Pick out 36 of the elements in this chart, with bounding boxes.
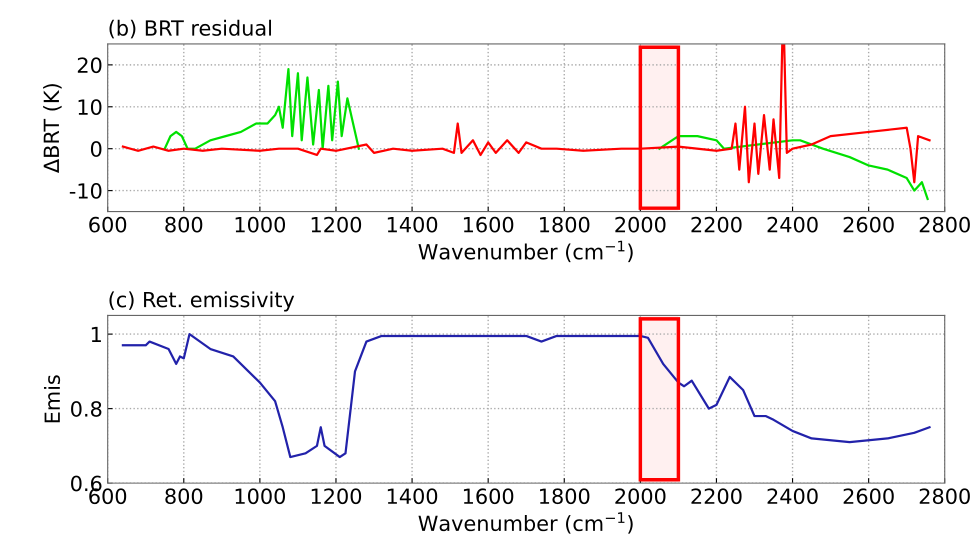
x-tick-label: 1200 — [312, 216, 362, 233]
x-tick-label: 600 — [89, 216, 126, 233]
y-axis-title: ΔBRT (K) — [43, 84, 62, 173]
line-series — [122, 333, 931, 458]
y-tick-label: 0 — [90, 141, 102, 157]
x-tick-label: 2000 — [615, 488, 666, 504]
x-tick-label: 1800 — [540, 216, 590, 233]
x-tick-label: 2000 — [615, 216, 666, 233]
y-tick-label: 0.8 — [71, 401, 102, 417]
x-tick-label: 1600 — [464, 488, 514, 504]
x-tick-label: 2600 — [844, 488, 894, 504]
chart-title: (b) BRT residual — [109, 20, 271, 38]
x-axis-title: Wavenumber (cm$^{−1}$) — [418, 240, 633, 262]
x-tick-label: 2800 — [920, 488, 970, 504]
x-tick-label: 2400 — [768, 488, 818, 504]
x-tick-label: 1400 — [388, 488, 438, 504]
y-tick-label: -10 — [70, 183, 102, 199]
x-tick-label: 1200 — [312, 488, 362, 504]
x-tick-label: 1400 — [388, 216, 438, 233]
x-tick-label: 1000 — [236, 488, 286, 504]
y-tick-label: 20 — [78, 57, 102, 74]
chart-title: (c) Ret. emissivity — [109, 291, 294, 312]
y-axis-title: Emis — [44, 375, 60, 422]
x-tick-label: 2400 — [768, 216, 818, 233]
x-tick-label: 2200 — [691, 488, 742, 504]
x-tick-label: 1000 — [236, 216, 286, 233]
x-tick-label: 2800 — [920, 216, 970, 233]
x-tick-label: 1800 — [540, 488, 590, 504]
x-tick-label: 800 — [165, 488, 202, 504]
y-tick-label: 10 — [78, 99, 102, 115]
x-tick-label: 800 — [165, 216, 202, 233]
x-axis-title: Wavenumber (cm$^{−1}$) — [418, 512, 633, 534]
x-tick-label: 2600 — [844, 216, 894, 233]
x-tick-label: 1600 — [464, 216, 514, 233]
y-tick-label: 1 — [92, 326, 101, 342]
x-tick-label: 2200 — [691, 216, 742, 233]
